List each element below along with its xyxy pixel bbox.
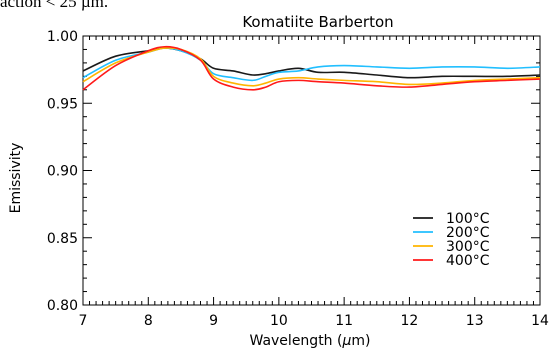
legend-label-1: 200°C <box>446 225 490 241</box>
x-tick-label: 13 <box>466 313 484 329</box>
y-tick-label: 1.00 <box>47 29 78 45</box>
axis-ticks: 7 8 9 10 11 12 13 14 0.80 0.85 0.90 0.95 1.00 <box>47 29 549 329</box>
legend-label-3: 400°C <box>446 253 490 269</box>
series-line-2 <box>82 47 541 87</box>
x-tick-label: 10 <box>270 313 288 329</box>
x-axis-label: Wavelength (μm) <box>250 333 371 349</box>
chart-title: Komatiite Barberton <box>242 13 393 31</box>
legend-label-0: 100°C <box>446 211 490 227</box>
legend-label-2: 300°C <box>446 239 490 255</box>
caption-fragment: action < 25 µm. <box>0 0 109 11</box>
x-tick-label: 8 <box>144 313 153 329</box>
y-tick-label: 0.85 <box>47 231 78 247</box>
x-tick-label: 12 <box>401 313 419 329</box>
x-tick-label: 11 <box>335 313 353 329</box>
y-tick-label: 0.90 <box>47 164 78 180</box>
x-tick-label: 9 <box>209 313 218 329</box>
series-line-3 <box>82 45 541 91</box>
x-tick-label: 7 <box>79 313 88 329</box>
plot-series <box>82 45 541 91</box>
y-axis-label: Emissivity <box>8 143 24 214</box>
y-tick-label: 0.80 <box>47 298 78 314</box>
y-tick-label: 0.95 <box>47 96 78 112</box>
series-line-0 <box>82 47 541 79</box>
x-tick-label: 14 <box>531 313 549 329</box>
